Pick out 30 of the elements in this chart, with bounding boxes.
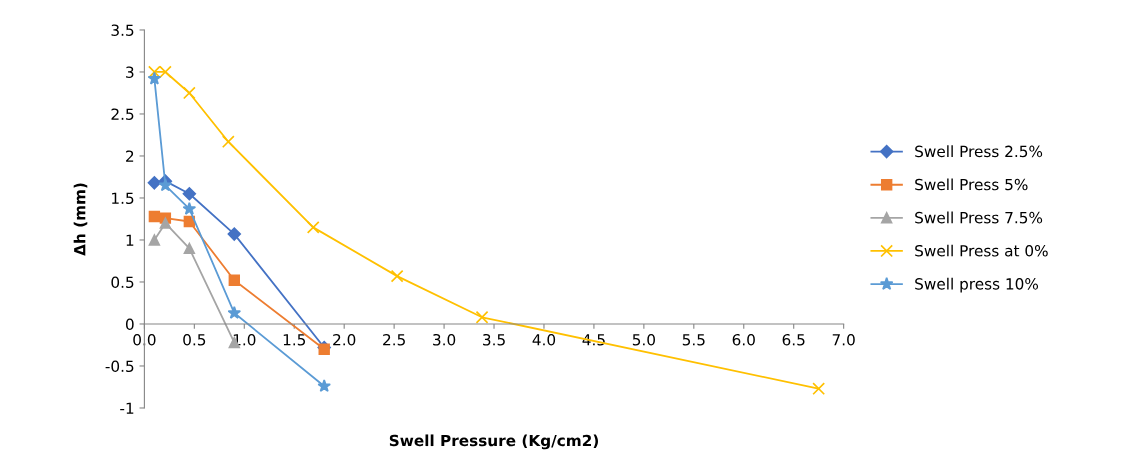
y-tick-label: 3.5 [111, 24, 134, 36]
x-tick-label: 6.0 [732, 333, 755, 346]
y-tick-label: 2 [126, 150, 134, 162]
x-tick-label: 1.5 [283, 334, 306, 346]
y-tick-label: 2.5 [111, 108, 134, 120]
y-tick-label: -1 [120, 402, 134, 414]
legend-label: Swell Press 5% [915, 178, 1028, 191]
y-tick-label: 1.5 [112, 192, 134, 204]
x-tick-label: 0.0 [133, 333, 156, 346]
x-axis-title: Swell Pressure (Kg/cm2) [389, 434, 598, 450]
x-tick-label: 0.5 [183, 333, 206, 346]
legend-label: Swell press 10% [915, 277, 1039, 293]
y-tick-label: 1 [126, 234, 134, 246]
y-axis-title: Δh (mm) [73, 183, 88, 256]
y-tick-label: 0 [125, 318, 134, 330]
legend-label: Swell Press 7.5% [915, 211, 1043, 224]
x-tick-label: 3.0 [433, 333, 456, 346]
x-tick-label: 5.0 [632, 333, 655, 346]
x-tick-label: 5.5 [682, 334, 705, 346]
legend-label: Swell Press 2.5% [915, 145, 1043, 158]
x-tick-label: 2.5 [383, 333, 405, 346]
x-tick-label: 6.5 [782, 333, 805, 346]
x-tick-label: 2.0 [333, 333, 356, 346]
y-tick-label: -0.5 [105, 360, 134, 372]
x-tick-label: 4.0 [532, 333, 556, 346]
x-tick-label: 7.0 [832, 333, 855, 346]
y-tick-label: 0.5 [111, 276, 134, 288]
y-tick-label: 3 [126, 66, 134, 78]
x-tick-label: 3.5 [483, 333, 505, 346]
legend-label: Swell Press at 0% [915, 244, 1048, 257]
